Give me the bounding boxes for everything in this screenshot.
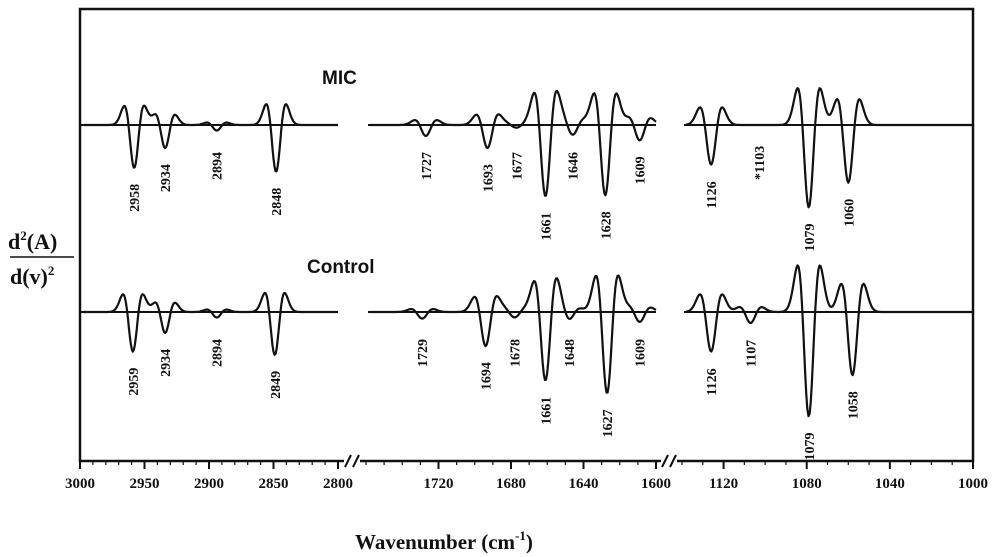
x-tick-label-2-3: 1000 [958, 476, 988, 492]
x-tick-label-0-2: 2900 [194, 476, 224, 492]
peak-label-mic-1: 2934 [159, 164, 174, 192]
x-tick-label-0-1: 2950 [130, 476, 160, 492]
series-label-mic: MIC [322, 68, 357, 89]
axis-break-marks [344, 454, 677, 468]
spectra-curves [83, 87, 973, 418]
peak-label-control-0: 2959 [127, 368, 142, 396]
peak-label-control-1: 2934 [159, 349, 174, 377]
x-tick-label-1-3: 1600 [641, 476, 671, 492]
peak-label-control-2: 2894 [211, 339, 226, 367]
x-tick-label-0-3: 2850 [259, 476, 289, 492]
curve-mic-segment-1 [370, 89, 657, 197]
axis-break-mark-0 [344, 454, 360, 468]
y-title-num-sup: 2 [20, 228, 27, 243]
peak-label-mic-5: 1693 [481, 164, 496, 192]
peak-label-mic-7: 1661 [539, 213, 554, 241]
peak-label-mic-8: 1646 [567, 152, 582, 180]
peak-label-mic-2: 2894 [211, 152, 226, 180]
peak-label-control-5: 1694 [480, 362, 495, 390]
peak-label-control-3: 2849 [269, 371, 284, 399]
x-tick-label-1-2: 1640 [569, 476, 599, 492]
axis-break-mark-1 [661, 454, 677, 468]
peak-label-mic-0: 2958 [128, 184, 143, 212]
peak-label-control-8: 1648 [563, 339, 578, 367]
peak-label-control-11: 1126 [705, 368, 720, 395]
y-title-den: d(v) [10, 264, 48, 289]
peak-label-control-10: 1609 [634, 339, 649, 367]
y-title-den-sup: 2 [48, 263, 55, 278]
x-tick-label-1-0: 1720 [424, 476, 454, 492]
y-axis-title: d2(A) d(v)2 [8, 228, 74, 289]
peak-label-control-13: 1079 [803, 433, 818, 461]
peak-label-mic-13: 1079 [803, 224, 818, 252]
peak-label-mic-3: 2848 [270, 188, 285, 216]
series-label-control: Control [307, 257, 375, 278]
x-title-close: ) [526, 530, 533, 554]
peak-label-mic-6: 1677 [510, 152, 525, 180]
peak-label-control-4: 1729 [416, 339, 431, 367]
x-tick-label-2-0: 1120 [709, 476, 738, 492]
x-axis-ticks: 3000 2950 2900 2850 2800 1720 1680 1640 1600 1120… [65, 461, 988, 492]
curve-mic-segment-0 [83, 103, 339, 173]
svg-text:d(v)2: d(v)2 [10, 263, 54, 289]
curve-mic-segment-2 [685, 87, 973, 209]
x-title-main: Wavenumber (cm [355, 530, 516, 554]
peak-label-mic-12: *1103 [753, 146, 768, 180]
y-title-num-d: d [8, 229, 20, 254]
curve-control-segment-1 [370, 274, 657, 394]
peak-label-control-7: 1661 [539, 397, 554, 425]
peak-label-control-14: 1058 [846, 391, 861, 419]
y-title-num-rest: (A) [27, 229, 58, 254]
peak-labels: 2958 2934 2894 2848 1727 1693 1677 1661 1646 1628… [127, 146, 862, 461]
x-tick-label-0-4: 2800 [323, 476, 353, 492]
x-axis-title: Wavenumber (cm-1) [355, 528, 533, 554]
peak-label-mic-4: 1727 [420, 152, 435, 180]
peak-label-control-9: 1627 [601, 409, 616, 437]
x-tick-label-1-1: 1680 [496, 476, 526, 492]
peak-label-control-12: 1107 [745, 340, 760, 367]
peak-label-mic-11: 1126 [705, 181, 720, 208]
curve-control-segment-2 [685, 264, 973, 418]
x-tick-label-2-2: 1040 [875, 476, 905, 492]
peak-label-mic-9: 1628 [599, 211, 614, 239]
svg-text:d2(A): d2(A) [8, 228, 57, 254]
x-tick-label-2-1: 1080 [792, 476, 822, 492]
x-tick-label-0-0: 3000 [65, 476, 95, 492]
peak-label-mic-10: 1609 [634, 156, 649, 184]
curve-control-segment-0 [83, 291, 339, 356]
plot-frame [78, 7, 975, 463]
peak-label-mic-14: 1060 [842, 199, 857, 227]
peak-label-control-6: 1678 [509, 339, 524, 367]
x-title-sup: -1 [515, 528, 526, 543]
